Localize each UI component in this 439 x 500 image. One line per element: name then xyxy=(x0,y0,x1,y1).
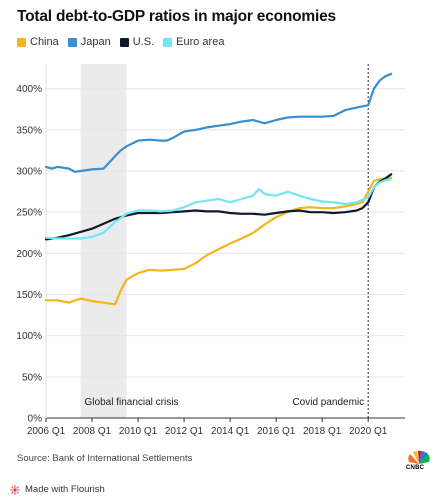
legend-label-japan: Japan xyxy=(80,36,111,48)
cnbc-logo-text: CNBC xyxy=(406,465,425,471)
x-tick-label: 2010 Q1 xyxy=(119,426,158,437)
x-tick-label: 2016 Q1 xyxy=(257,426,296,437)
crisis-band xyxy=(80,64,127,418)
legend-label-us: U.S. xyxy=(132,36,155,48)
y-tick-label: 350% xyxy=(16,125,42,136)
line-chart: 0% 50% 100% 150% 200% 250% 300% 350% 400% 2006 Q1… xyxy=(16,64,405,437)
crisis-label: Global financial crisis xyxy=(85,397,179,408)
legend-item-euro-area[interactable]: Euro area xyxy=(163,36,224,48)
y-tick-label: 400% xyxy=(16,84,42,95)
cnbc-peacock-icon xyxy=(408,450,430,464)
x-tick-label: 2020 Q1 xyxy=(349,426,388,437)
flourish-label: Made with Flourish xyxy=(25,484,105,495)
y-tick-label: 50% xyxy=(22,372,42,383)
x-tick-label: 2008 Q1 xyxy=(73,426,112,437)
series-line-u-s xyxy=(44,173,393,241)
y-tick-label: 150% xyxy=(16,290,42,301)
legend-label-euro-area: Euro area xyxy=(176,36,225,48)
flourish-credit[interactable]: Made with Flourish xyxy=(10,484,105,495)
legend-item-us[interactable]: U.S. xyxy=(119,36,155,48)
legend-swatch-japan xyxy=(67,37,77,47)
legend-item-china[interactable]: China xyxy=(17,36,59,48)
y-tick-label: 300% xyxy=(16,167,42,178)
covid-label: Covid pandemic xyxy=(292,397,364,408)
y-tick-label: 0% xyxy=(28,414,43,425)
legend-item-japan[interactable]: Japan xyxy=(67,36,111,48)
x-tick-label: 2012 Q1 xyxy=(165,426,204,437)
x-tick-label: 2014 Q1 xyxy=(211,426,250,437)
legend-label-china: China xyxy=(30,36,59,48)
x-tick-label: 2006 Q1 xyxy=(27,426,66,437)
flourish-logo-icon xyxy=(10,484,20,495)
legend-swatch-us xyxy=(119,37,129,47)
source-note: Source: Bank of International Settlement… xyxy=(17,453,193,464)
legend-swatch-china xyxy=(17,37,26,47)
legend-swatch-euro-area xyxy=(163,37,173,47)
x-tick-label: 2018 Q1 xyxy=(303,426,342,437)
series-line-euro-area xyxy=(44,178,393,240)
y-tick-label: 100% xyxy=(16,331,42,342)
chart-title: Total debt-to-GDP ratios in major econom… xyxy=(17,8,336,25)
y-tick-label: 250% xyxy=(16,208,42,219)
series-line-china xyxy=(44,176,393,306)
legend: China Japan U.S. Euro area xyxy=(17,36,224,48)
y-tick-label: 200% xyxy=(16,249,42,260)
series-line-japan xyxy=(44,72,393,173)
